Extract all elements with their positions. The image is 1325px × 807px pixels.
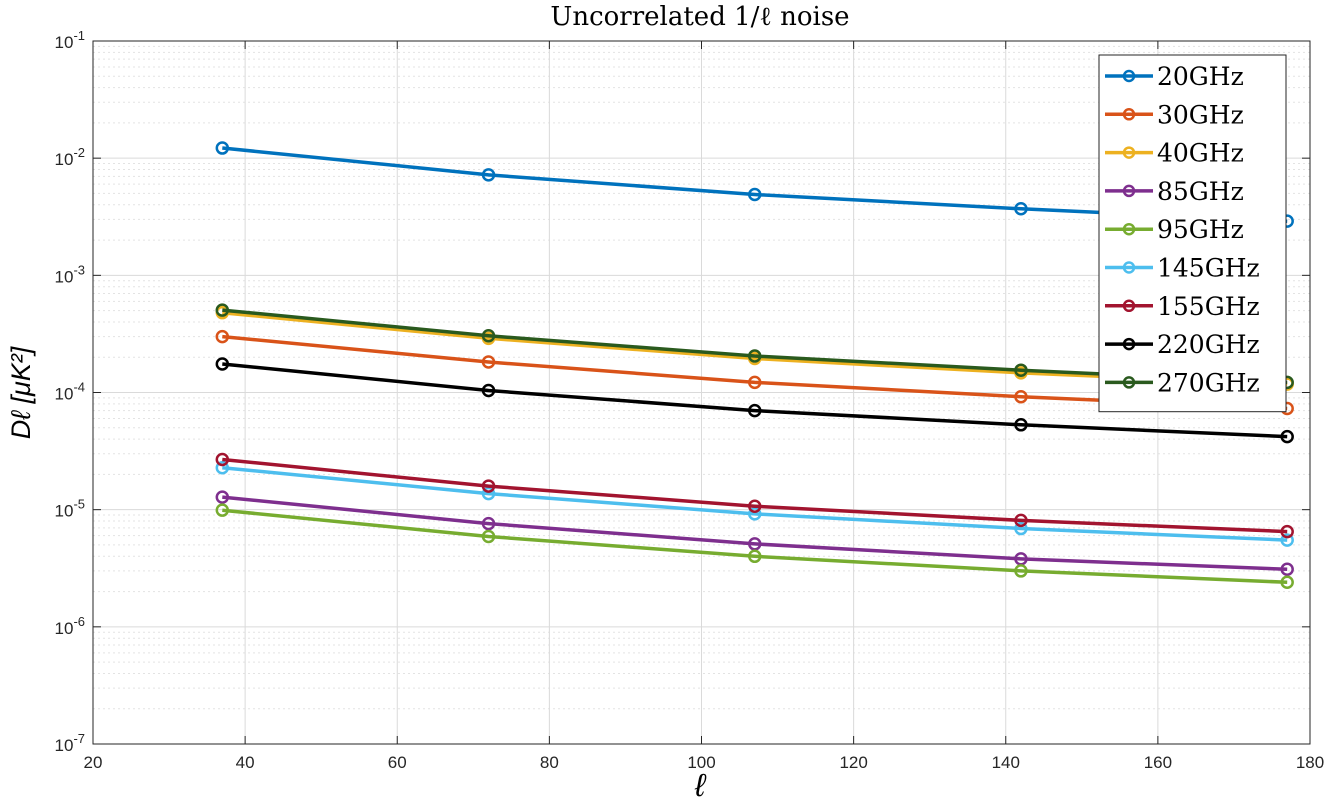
x-tick-label: 180 <box>1296 753 1324 772</box>
legend-marker-155ghz <box>1122 299 1136 313</box>
data-point-30ghz <box>215 329 230 344</box>
x-tick-label: 20 <box>84 753 103 772</box>
data-point-220ghz <box>481 383 496 398</box>
legend-label-145ghz: 145GHz <box>1157 254 1260 283</box>
x-tick-label: 100 <box>687 753 715 772</box>
x-tick-label: 140 <box>992 753 1020 772</box>
series-line-220ghz <box>222 362 1288 439</box>
data-point-270ghz <box>1014 363 1028 377</box>
data-point-95ghz <box>481 529 496 544</box>
series-line-95ghz <box>222 508 1288 585</box>
data-point-145ghz <box>1280 533 1294 547</box>
y-tick-label: 10-7 <box>55 731 85 755</box>
data-point-85ghz <box>1014 552 1028 566</box>
legend-marker-270ghz <box>1122 376 1136 389</box>
data-point-145ghz <box>1014 521 1028 536</box>
series-145ghz <box>215 460 1294 547</box>
y-tick-label: 10-1 <box>55 28 85 52</box>
x-tick-label: 60 <box>388 753 407 772</box>
y-tick-label: 10-3 <box>55 262 85 286</box>
legend-label-40ghz: 40GHz <box>1157 139 1244 168</box>
axes: 20 40 60 80 100 120 140 160 180 10-7 10-6 10-5 10-4 1… <box>55 28 1325 772</box>
x-tick-label: 120 <box>839 753 867 772</box>
data-point-155ghz <box>747 499 762 513</box>
data-point-220ghz <box>1014 418 1028 432</box>
y-tick-label: 10-4 <box>55 380 85 404</box>
series-220ghz <box>215 357 1294 444</box>
data-point-270ghz <box>481 329 496 343</box>
data-point-145ghz <box>215 460 230 475</box>
y-tick-label: 10-5 <box>55 497 85 521</box>
x-tick-label: 160 <box>1144 753 1172 772</box>
legend-label-155ghz: 155GHz <box>1157 292 1260 321</box>
legend-label-270ghz: 270GHz <box>1157 368 1260 397</box>
series-155ghz <box>215 452 1294 539</box>
data-point-85ghz <box>1280 562 1294 577</box>
data-point-20ghz <box>481 168 496 182</box>
y-axis-label: Dℓ [μK²] <box>6 345 36 439</box>
data-point-85ghz <box>481 516 496 531</box>
series-line-155ghz <box>222 457 1288 534</box>
series-line-85ghz <box>222 495 1288 572</box>
legend-marker-30ghz <box>1122 108 1136 121</box>
data-point-20ghz <box>747 187 762 202</box>
data-point-95ghz <box>1280 575 1294 590</box>
data-point-30ghz <box>1014 389 1028 404</box>
series-85ghz <box>215 490 1294 577</box>
y-tick-label: 10-6 <box>55 614 85 638</box>
data-point-30ghz <box>747 375 762 390</box>
data-point-220ghz <box>215 357 230 371</box>
data-point-145ghz <box>747 507 762 521</box>
y-tick-label: 10-2 <box>55 145 85 169</box>
data-point-20ghz <box>1014 202 1028 216</box>
legend-marker-95ghz <box>1122 222 1136 236</box>
legend-label-85ghz: 85GHz <box>1157 177 1244 206</box>
chart-title: Uncorrelated 1/ℓ noise <box>550 2 849 32</box>
legend-label-95ghz: 95GHz <box>1157 215 1244 244</box>
legend-marker-220ghz <box>1122 337 1136 351</box>
data-point-155ghz <box>481 479 496 493</box>
x-tick-label: 80 <box>540 753 559 772</box>
legend-label-20ghz: 20GHz <box>1157 62 1244 91</box>
x-axis-label: ℓ <box>694 767 707 802</box>
data-point-220ghz <box>1280 429 1294 444</box>
data-point-20ghz <box>215 141 230 155</box>
legend-marker-20ghz <box>1122 69 1136 83</box>
legend-marker-40ghz <box>1122 146 1136 159</box>
data-point-85ghz <box>747 537 762 551</box>
legend-marker-145ghz <box>1122 261 1136 274</box>
data-point-270ghz <box>747 349 762 363</box>
data-point-95ghz <box>1014 564 1028 578</box>
data-point-220ghz <box>747 403 762 418</box>
data-point-145ghz <box>481 486 496 501</box>
legend-label-30ghz: 30GHz <box>1157 100 1244 129</box>
data-point-270ghz <box>215 303 230 317</box>
legend-label-220ghz: 220GHz <box>1157 330 1260 359</box>
legend: 20GHz 30GHz 40GHz 85GHz 95GHz 145GHz 155GHz 220… <box>1098 54 1287 413</box>
data-point-95ghz <box>747 549 762 564</box>
data-point-95ghz <box>215 503 230 517</box>
data-point-155ghz <box>1014 513 1028 528</box>
series-line-145ghz <box>222 465 1288 542</box>
data-point-155ghz <box>215 452 230 467</box>
data-point-155ghz <box>1280 524 1294 539</box>
x-tick-label: 40 <box>236 753 255 772</box>
data-point-30ghz <box>481 355 496 369</box>
legend-marker-85ghz <box>1122 184 1136 198</box>
data-point-85ghz <box>215 490 230 504</box>
series-95ghz <box>215 503 1294 590</box>
